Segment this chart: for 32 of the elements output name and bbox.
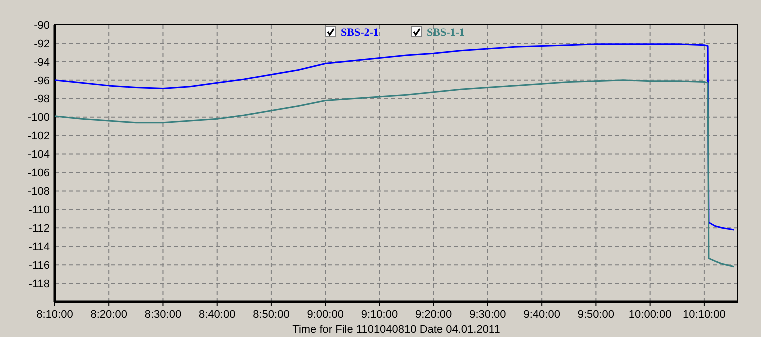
x-tick-label: 10:00:00 bbox=[628, 309, 672, 321]
y-tick-label: -118 bbox=[28, 278, 50, 290]
x-tick-label: 8:40:00 bbox=[199, 309, 236, 321]
text: SBS-1-1 bbox=[427, 27, 465, 39]
y-tick-label: -102 bbox=[28, 130, 50, 143]
y-tick-label: -112 bbox=[28, 222, 50, 235]
x-tick-label: 9:10:00 bbox=[361, 309, 398, 321]
y-tick-label: -108 bbox=[28, 186, 50, 198]
x-tick-label: 9:00:00 bbox=[307, 309, 344, 321]
y-tick-label: -96 bbox=[34, 75, 50, 88]
y-tick-label: -98 bbox=[34, 94, 50, 106]
line-series bbox=[54, 80, 735, 268]
y-tick-label: -114 bbox=[28, 241, 50, 254]
y-tick-label: -104 bbox=[28, 149, 50, 162]
x-axis-title: Time for File 1101040810 Date 04.01.2011 bbox=[292, 324, 500, 336]
y-tick-label: -90 bbox=[34, 20, 50, 32]
x-tick-label: 8:20:00 bbox=[90, 309, 128, 321]
y-tick-label: -94 bbox=[34, 56, 50, 69]
x-tick-label: 8:50:00 bbox=[253, 309, 290, 321]
y-tick-label: -110 bbox=[28, 204, 50, 217]
x-tick-label: 8:30:00 bbox=[144, 309, 182, 321]
x-tick-label: 8:10:00 bbox=[36, 309, 74, 321]
y-tick-label: -92 bbox=[34, 38, 50, 50]
x-tick-label: 9:50:00 bbox=[578, 309, 615, 321]
x-tick-label: 9:20:00 bbox=[415, 309, 452, 321]
y-tick-label: -106 bbox=[28, 168, 50, 180]
x-tick-label: 10:10:00 bbox=[683, 309, 726, 321]
x-tick-label: 9:40:00 bbox=[524, 309, 560, 321]
x-tick-label: 9:30:00 bbox=[470, 309, 506, 321]
y-tick-label: -116 bbox=[28, 260, 50, 272]
y-tick-label: -100 bbox=[28, 112, 50, 124]
series-label: SBS-2-1 bbox=[341, 27, 379, 39]
